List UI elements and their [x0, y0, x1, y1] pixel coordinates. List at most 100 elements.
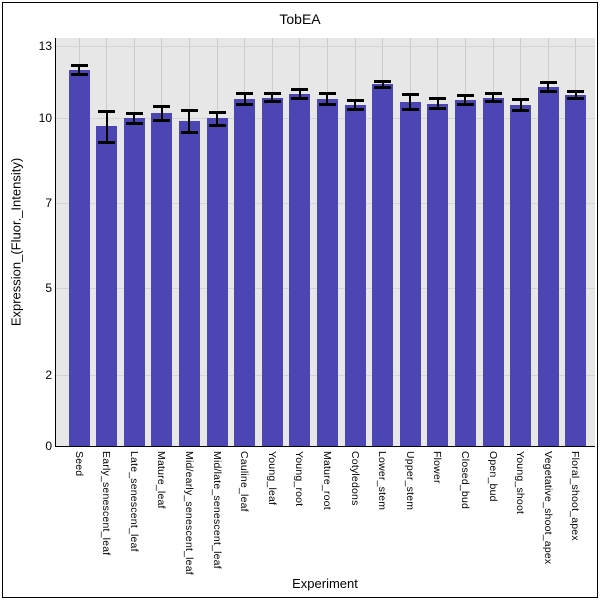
bar: [537, 86, 559, 446]
x-category-label: Seed: [72, 451, 85, 477]
error-bar-cap-top: [153, 105, 171, 108]
error-bar-cap-bottom: [291, 97, 309, 101]
y-axis-line: [55, 38, 56, 447]
error-bar-cap-top: [318, 92, 336, 96]
error-bar-cap-bottom: [429, 107, 447, 111]
x-category-label: Floral_shoot_apex: [569, 451, 582, 541]
error-bar-cap-top: [456, 94, 474, 98]
error-bar-cap-bottom: [539, 90, 557, 94]
error-bar-cap-top: [291, 87, 309, 91]
error-bar-line: [188, 110, 191, 133]
error-bar-cap-bottom: [346, 107, 364, 111]
x-category-label: Young_leaf: [265, 451, 278, 506]
error-bar-cap-top: [98, 109, 116, 113]
bar: [289, 94, 311, 446]
error-bar-line: [105, 110, 108, 144]
bar: [510, 104, 532, 446]
x-category-label: Late_senescent_leaf: [127, 451, 140, 552]
error-bar-cap-bottom: [567, 97, 585, 101]
error-bar-cap-top: [208, 110, 226, 114]
error-bar-line: [354, 100, 356, 110]
error-bar-cap-top: [346, 99, 364, 102]
error-bar-cap-bottom: [318, 102, 336, 106]
y-tick-label: 10: [38, 111, 52, 125]
error-bar-cap-top: [70, 64, 88, 68]
x-category-label: Lower_stem: [376, 451, 389, 511]
error-bar-cap-top: [567, 90, 585, 94]
x-category-label: Open_bud: [486, 451, 499, 502]
bar: [96, 126, 118, 446]
y-tick-label: 2: [45, 367, 52, 382]
bar: [454, 100, 476, 446]
bar: [372, 84, 394, 446]
error-bar-cap-bottom: [70, 72, 88, 76]
error-bar-line: [271, 92, 274, 103]
error-bar-cap-top: [512, 97, 530, 101]
bar: [565, 95, 587, 446]
x-category-label: Closed_bud: [458, 451, 471, 510]
x-category-label: Upper_stem: [403, 451, 416, 511]
x-category-label: Young_shoot: [514, 451, 527, 515]
error-bar-cap-bottom: [456, 102, 474, 106]
x-category-label: Mid/late_senescent_leaf: [210, 451, 223, 569]
error-bar-line: [298, 88, 301, 100]
y-tick-label: 0: [45, 439, 52, 453]
bar: [399, 102, 421, 446]
error-bar-cap-bottom: [512, 109, 530, 113]
error-bar-line: [326, 93, 329, 105]
bar: [178, 120, 200, 446]
error-bar-cap-top: [125, 111, 143, 115]
error-bar-cap-top: [236, 91, 254, 95]
error-bar-line: [160, 106, 163, 121]
y-tick-label: 5: [45, 281, 52, 295]
x-category-label: Cotyledons: [348, 451, 361, 506]
y-tick-label: 13: [38, 39, 52, 53]
bar: [261, 97, 283, 446]
error-bar-line: [216, 111, 218, 126]
error-bar-line: [243, 92, 246, 105]
error-bar-cap-top: [263, 91, 281, 95]
bar: [151, 113, 173, 446]
bar: [234, 98, 256, 446]
bar: [123, 118, 145, 446]
error-bar-line: [574, 91, 577, 100]
x-category-label: Early_senescent_leaf: [100, 451, 113, 556]
error-bar-line: [133, 112, 136, 125]
x-category-label: Mature_leaf: [155, 451, 168, 509]
y-axis-title: Expression_(Fluor._Intensity): [8, 157, 24, 327]
error-bar-cap-top: [539, 80, 557, 84]
plot-area: [56, 38, 595, 446]
error-bar-line: [436, 98, 439, 110]
x-category-label: Mid/early_senescent_leaf: [182, 451, 195, 575]
error-bar-line: [519, 98, 522, 112]
error-bar-cap-bottom: [374, 86, 392, 89]
chart-title: TobEA: [279, 11, 321, 27]
error-bar-cap-top: [180, 109, 198, 113]
error-bar-cap-bottom: [98, 141, 116, 145]
x-category-label: Young_root: [293, 451, 306, 507]
bar: [206, 118, 228, 446]
error-bar-cap-bottom: [484, 100, 502, 104]
y-tick-label: 7: [45, 195, 52, 210]
error-bar-line: [381, 80, 384, 88]
error-bar-cap-bottom: [153, 118, 171, 122]
bar: [482, 97, 504, 446]
x-category-label: Vegetative_shoot_apex: [541, 451, 554, 565]
bar: [344, 104, 366, 446]
x-category-label: Flower: [431, 451, 444, 484]
error-bar-cap-bottom: [180, 130, 198, 134]
error-bar-line: [492, 92, 494, 103]
error-bar-cap-top: [429, 97, 447, 101]
error-bar-cap-bottom: [125, 122, 143, 126]
error-bar-line: [78, 65, 80, 75]
error-bar-cap-top: [374, 79, 392, 83]
error-bar-cap-bottom: [236, 102, 254, 106]
error-bar-cap-bottom: [208, 123, 226, 127]
bar: [68, 70, 90, 446]
bar: [427, 103, 449, 446]
error-bar-cap-bottom: [263, 100, 281, 104]
error-bar-cap-top: [401, 93, 419, 97]
x-category-label: Mature_root: [320, 451, 333, 510]
